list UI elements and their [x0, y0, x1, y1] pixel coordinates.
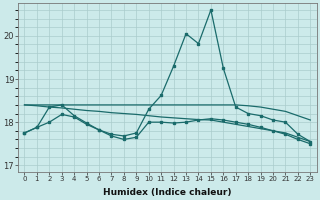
X-axis label: Humidex (Indice chaleur): Humidex (Indice chaleur) — [103, 188, 232, 197]
